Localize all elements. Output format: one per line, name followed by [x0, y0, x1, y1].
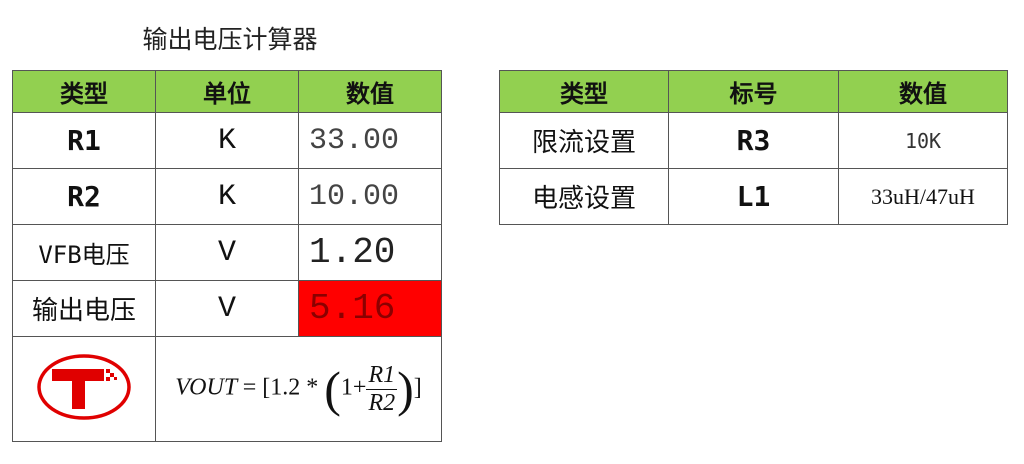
logo-cell [12, 336, 156, 442]
page-title: 输出电压计算器 [142, 25, 318, 54]
output-voltage-value: 5.16 [298, 280, 442, 337]
formula-lhs: VOUT [175, 374, 237, 401]
label-cell: L1 [668, 168, 839, 225]
fraction: R1 R2 [366, 361, 398, 417]
value-cell: 10K [838, 112, 1008, 169]
type-cell: VFB电压 [12, 224, 156, 281]
type-cell: R2 [12, 168, 156, 225]
type-cell: R1 [12, 112, 156, 169]
unit-cell: V [155, 280, 299, 337]
formula-close: ] [413, 374, 422, 401]
r1-value-input[interactable]: 33.00 [298, 112, 442, 169]
numerator: R1 [366, 361, 398, 390]
header-value: 数值 [298, 70, 442, 113]
unit-cell: V [155, 224, 299, 281]
unit-cell: K [155, 168, 299, 225]
table-header-row: 类型 单位 数值 [12, 70, 442, 113]
voltage-calculator-table: 类型 单位 数值 R1 K 33.00 R2 K 10.00 VFB电压 V 1… [12, 70, 442, 442]
type-cell: 电感设置 [499, 168, 669, 225]
formula-eq: = [1.2 * [242, 374, 319, 401]
table-header-row: 类型 标号 数值 [499, 70, 1008, 113]
header-value: 数值 [838, 70, 1008, 113]
denominator: R2 [368, 389, 396, 416]
header-type: 类型 [12, 70, 156, 113]
formula-cell: VOUT = [1.2 * (1+ R1 R2)] [155, 336, 442, 442]
vfb-value-input[interactable]: 1.20 [298, 224, 442, 281]
type-cell: 限流设置 [499, 112, 669, 169]
header-type: 类型 [499, 70, 669, 113]
table-row: VFB电压 V 1.20 [12, 224, 442, 281]
value-cell: 33uH/47uH [838, 168, 1008, 225]
table-row: 限流设置 R3 10K [499, 112, 1008, 169]
table-row: 电感设置 L1 33uH/47uH [499, 168, 1008, 225]
header-label: 标号 [668, 70, 839, 113]
logo-icon [37, 354, 131, 420]
table-row: R2 K 10.00 [12, 168, 442, 225]
header-unit: 单位 [155, 70, 299, 113]
table-row: 输出电压 V 5.16 [12, 280, 442, 337]
r2-value-input[interactable]: 10.00 [298, 168, 442, 225]
formula-one: 1+ [340, 374, 367, 401]
component-table: 类型 标号 数值 限流设置 R3 10K 电感设置 L1 33uH/47uH [499, 70, 1008, 225]
table-row: R1 K 33.00 [12, 112, 442, 169]
label-cell: R3 [668, 112, 839, 169]
unit-cell: K [155, 112, 299, 169]
formula-row: VOUT = [1.2 * (1+ R1 R2)] [12, 336, 442, 442]
type-cell: 输出电压 [12, 280, 156, 337]
